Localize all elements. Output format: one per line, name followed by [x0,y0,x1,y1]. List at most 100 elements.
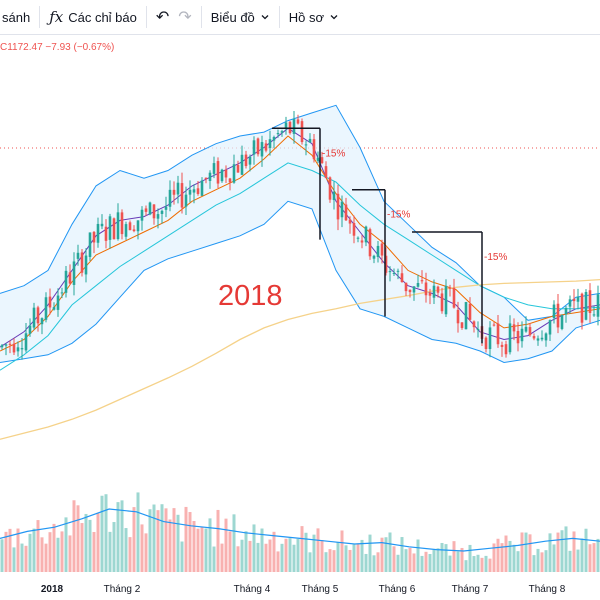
candle-body [320,157,324,164]
volume-bar [568,550,572,572]
x-tick-label: Tháng 5 [302,584,339,595]
volume-bar [100,495,104,572]
candle-body [348,219,352,224]
candle-body [216,161,220,184]
candle-body [256,138,260,155]
undo-icon: ↶ [155,9,170,26]
volume-bar [288,538,292,572]
candle-body [492,324,496,326]
ma-long-line [0,278,600,440]
candle-body [32,307,36,328]
candle-body [324,166,328,179]
volume-bar [16,528,20,572]
candle-body [160,210,164,214]
candle-body [68,272,72,284]
volume-bar [120,500,124,572]
candle-body [92,231,96,243]
volume-bar [204,528,208,572]
fx-icon: ƒx [49,8,64,26]
volume-bar [448,555,452,572]
x-tick-label: Tháng 7 [452,584,489,595]
candle-body [396,270,400,272]
volume-bar [276,551,280,572]
volume-bar [324,552,328,572]
drawdown-label: -15% [387,210,410,221]
volume-bar [564,526,568,572]
volume-bar [464,560,468,572]
indicators-button[interactable]: ƒx Các chỉ báo [40,0,146,34]
candle-body [180,183,184,208]
toolbar-divider [278,6,280,28]
candle-body [16,347,20,352]
candle-body [512,324,516,332]
ma-mid-line [0,135,600,352]
volume-bar [124,528,128,572]
volume-bar [280,543,284,572]
candle-body [444,285,448,315]
candle-body [560,315,564,329]
candle-body [48,296,52,308]
candle-body [140,209,144,221]
candle-body [472,321,476,328]
candle-body [12,343,16,353]
undo-button[interactable]: ↶ [147,0,178,34]
candle-body [308,138,312,143]
volume-bar [316,528,320,572]
volume-bar [436,548,440,572]
volume-bar [484,555,488,572]
candle-body [464,302,468,330]
candle-body [312,139,316,160]
volume-bar [356,543,360,572]
volume-bar [304,532,308,572]
volume-bar [112,522,116,572]
candle-body [332,191,336,201]
volume-bar [320,540,324,572]
candle-body [476,328,480,331]
volume-bar [56,537,60,572]
candle-body [252,140,256,155]
candle-body [408,289,412,293]
x-tick-label: Tháng 6 [379,584,416,595]
candle-body [292,119,296,134]
candle-body [568,299,572,307]
candle-body [280,131,284,133]
volume-bar [460,547,464,572]
volume-bar [512,544,516,572]
volume-bar [64,517,68,572]
candle-body [500,344,504,347]
candle-body [8,343,12,345]
compare-button[interactable]: sánh [0,0,39,34]
candle-body [316,157,320,161]
candle-body [452,287,456,308]
candle-body [284,122,288,130]
profile-dropdown[interactable]: Hồ sơ [280,0,348,34]
volume-bar [92,531,96,572]
candle-body [524,326,528,332]
volume-bar [432,549,436,572]
volume-bar [220,543,224,572]
volume-bar [196,528,200,572]
volume-bar [540,552,544,572]
volume-bar [504,535,508,572]
volume-bar [176,514,180,572]
candle-body [440,293,444,312]
volume-bar [364,553,368,572]
candle-body [124,224,128,237]
volume-bar [60,531,64,572]
bollinger-band-fill [0,105,600,363]
volume-bar [424,551,428,572]
candle-body [356,237,360,239]
candle-body [588,290,592,313]
volume-bar [116,502,120,572]
candle-body [296,119,300,124]
chart-type-dropdown[interactable]: Biểu đồ [202,0,279,34]
volume-bar [256,542,260,572]
candle-body [576,296,580,302]
volume-bar [284,538,288,572]
candle-body [448,287,452,289]
candle-body [520,328,524,342]
volume-bar [352,544,356,572]
volume-bar [476,554,480,572]
redo-button[interactable]: ↷ [178,0,200,34]
